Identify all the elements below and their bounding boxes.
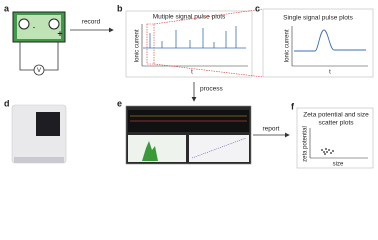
device-screen xyxy=(36,112,60,136)
plot-frame xyxy=(262,8,374,78)
panel-label: e xyxy=(117,98,122,108)
voltmeter-label: V xyxy=(37,68,41,74)
wire xyxy=(19,42,59,71)
y-label: zeta potential xyxy=(303,126,309,162)
y-label: Ionic current xyxy=(285,29,291,62)
plus: + xyxy=(57,28,62,38)
electrode xyxy=(48,18,60,30)
zoom-line xyxy=(153,63,264,78)
panel-label: a xyxy=(4,3,10,13)
x-label: t xyxy=(329,70,331,76)
x-label: size xyxy=(333,162,344,168)
minus: - xyxy=(33,26,35,32)
plot-frame xyxy=(125,10,253,78)
panel-label: b xyxy=(117,3,123,13)
plot-title: Zeta potential and size xyxy=(303,112,369,119)
x-label: t xyxy=(191,70,193,76)
plot-title: Single signal pulse plots xyxy=(283,15,353,22)
zoom-box xyxy=(146,23,155,65)
figure: a - + V record b Mutiple signal pulse pl… xyxy=(4,3,374,169)
y-label: Ionic current xyxy=(135,29,141,62)
arrow-label: record xyxy=(82,19,101,26)
plot-title: scatter plots xyxy=(318,120,354,127)
plot-title: Mutiple signal pulse plots xyxy=(153,14,226,21)
device-base xyxy=(14,157,64,163)
screenshot-panel xyxy=(189,135,249,162)
arrow-label: report xyxy=(263,126,280,133)
panel-label: d xyxy=(4,98,10,108)
screenshot-scatter xyxy=(191,137,247,159)
trace xyxy=(294,29,366,52)
zoom-line xyxy=(153,8,264,25)
screenshot-histogram xyxy=(142,141,158,161)
panel-label: f xyxy=(291,101,295,111)
panel-label: c xyxy=(255,3,260,13)
electrode xyxy=(18,18,30,30)
voltmeter xyxy=(33,64,45,76)
trace xyxy=(143,26,246,49)
scatter-cluster xyxy=(321,148,334,155)
arrow-label: process xyxy=(200,86,224,93)
